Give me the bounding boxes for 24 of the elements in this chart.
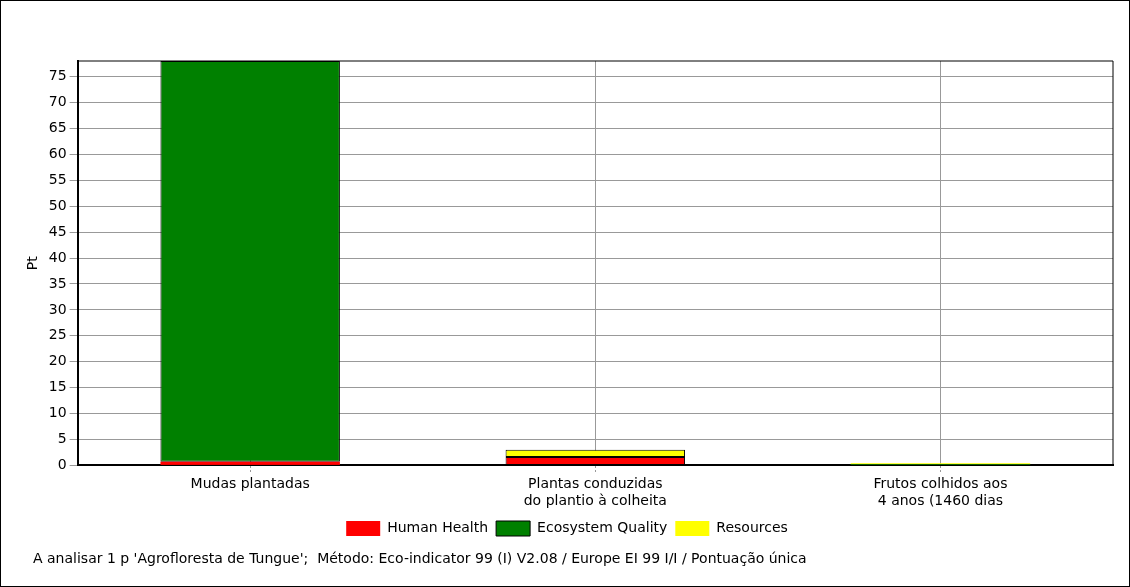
y-tick-label: 60 <box>48 144 67 161</box>
y-tick-label: 25 <box>48 326 67 343</box>
x-tick-label: Mudas plantadas <box>190 475 310 492</box>
y-tick-label: 0 <box>57 456 67 473</box>
y-axis-title: Pt <box>24 255 41 271</box>
y-tick-label: 75 <box>48 67 67 84</box>
y-tick-label: 70 <box>48 93 67 110</box>
y-tick-label: 10 <box>48 404 67 421</box>
y-tick-label: 40 <box>48 248 67 265</box>
y-tick-label: 55 <box>48 170 67 187</box>
y-tick-label: 5 <box>57 430 67 447</box>
x-tick-label: Frutos colhidos aos 4 anos (1460 dias <box>873 475 1008 509</box>
y-tick-label: 50 <box>48 196 67 213</box>
legend-label: Ecosystem Quality <box>537 519 668 536</box>
y-tick-label: 20 <box>48 352 67 369</box>
y-tick-label: 65 <box>48 119 67 136</box>
text: A analisar 1 p 'Agrofloresta de Tungue'; Método: Eco-indicator 99 (I) V2.08 / Europe EI 99 I/I / Pontuação única <box>33 550 807 566</box>
y-tick-label: 15 <box>48 378 67 395</box>
legend-label: Resources <box>716 519 788 536</box>
legend-label: Human Health <box>387 519 489 536</box>
y-tick-label: 35 <box>48 274 67 291</box>
y-tick-label: 30 <box>48 300 67 317</box>
y-tick-label: 45 <box>48 222 67 239</box>
x-tick-label: Plantas conduzidas do plantio à colheita <box>523 475 667 509</box>
